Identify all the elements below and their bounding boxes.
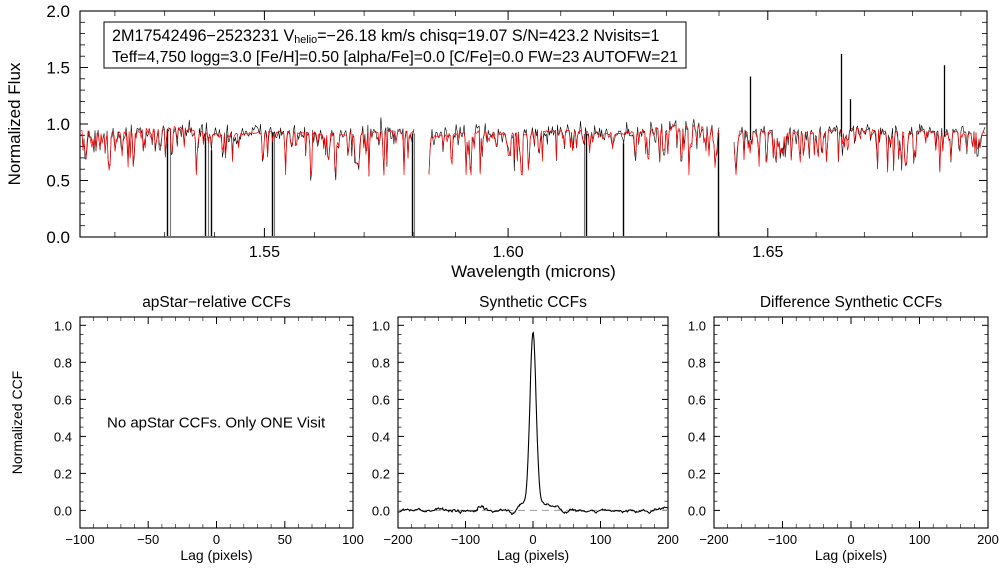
svg-text:−50: −50	[137, 532, 159, 547]
svg-text:0.4: 0.4	[54, 429, 72, 444]
svg-text:No apStar CCFs. Only ONE Visi: No apStar CCFs. Only ONE Visit	[107, 415, 326, 432]
svg-text:1.0: 1.0	[46, 115, 70, 134]
svg-text:50: 50	[278, 532, 292, 547]
svg-text:−100: −100	[65, 532, 94, 547]
svg-text:0: 0	[847, 532, 854, 547]
svg-text:100: 100	[342, 532, 364, 547]
svg-text:−100: −100	[768, 532, 797, 547]
svg-text:0.8: 0.8	[688, 355, 706, 370]
svg-text:1.5: 1.5	[46, 59, 70, 78]
svg-text:0.0: 0.0	[372, 503, 390, 518]
svg-text:0.2: 0.2	[372, 466, 390, 481]
svg-text:0.5: 0.5	[46, 172, 70, 191]
svg-text:−200: −200	[383, 532, 412, 547]
svg-text:1.65: 1.65	[752, 244, 783, 261]
svg-text:200: 200	[657, 532, 679, 547]
svg-text:2M17542496−2523231 Vhelio=−26: 2M17542496−2523231 Vhelio=−26.18 km/s ch…	[112, 27, 659, 46]
svg-text:Lag (pixels): Lag (pixels)	[815, 547, 887, 563]
svg-text:0.6: 0.6	[54, 392, 72, 407]
svg-text:100: 100	[909, 532, 931, 547]
svg-text:−100: −100	[451, 532, 480, 547]
svg-text:Synthetic CCFs: Synthetic CCFs	[479, 294, 587, 311]
svg-text:0.0: 0.0	[54, 503, 72, 518]
svg-text:0: 0	[529, 532, 536, 547]
svg-text:0.2: 0.2	[54, 466, 72, 481]
svg-text:0.8: 0.8	[372, 355, 390, 370]
svg-text:0: 0	[213, 532, 220, 547]
svg-text:200: 200	[977, 532, 999, 547]
svg-text:1.0: 1.0	[372, 318, 390, 333]
svg-text:0.0: 0.0	[688, 503, 706, 518]
svg-text:0.4: 0.4	[688, 429, 706, 444]
svg-text:1.0: 1.0	[54, 318, 72, 333]
svg-text:Normalized CCF: Normalized CCF	[9, 371, 25, 474]
svg-text:apStar−relative CCFs: apStar−relative CCFs	[142, 294, 291, 311]
svg-text:−200: −200	[699, 532, 728, 547]
svg-text:1.0: 1.0	[688, 318, 706, 333]
svg-text:0.8: 0.8	[54, 355, 72, 370]
svg-text:100: 100	[590, 532, 612, 547]
svg-text:0.6: 0.6	[372, 392, 390, 407]
svg-text:Wavelength (microns): Wavelength (microns)	[451, 262, 616, 281]
svg-text:1.55: 1.55	[249, 244, 280, 261]
svg-text:Difference Synthetic CCFs: Difference Synthetic CCFs	[760, 294, 943, 311]
svg-text:0.4: 0.4	[372, 429, 390, 444]
svg-text:0.6: 0.6	[688, 392, 706, 407]
svg-text:0.2: 0.2	[688, 466, 706, 481]
svg-text:2.0: 2.0	[46, 2, 70, 21]
svg-text:0.0: 0.0	[46, 228, 70, 247]
svg-text:Teff=4,750 logg=3.0 [Fe/H]=0.5: Teff=4,750 logg=3.0 [Fe/H]=0.50 [alpha/F…	[112, 49, 678, 66]
svg-text:Lag (pixels): Lag (pixels)	[497, 547, 569, 563]
svg-text:1.60: 1.60	[493, 244, 524, 261]
svg-text:Lag (pixels): Lag (pixels)	[180, 547, 252, 563]
svg-text:Normalized Flux: Normalized Flux	[5, 62, 24, 185]
